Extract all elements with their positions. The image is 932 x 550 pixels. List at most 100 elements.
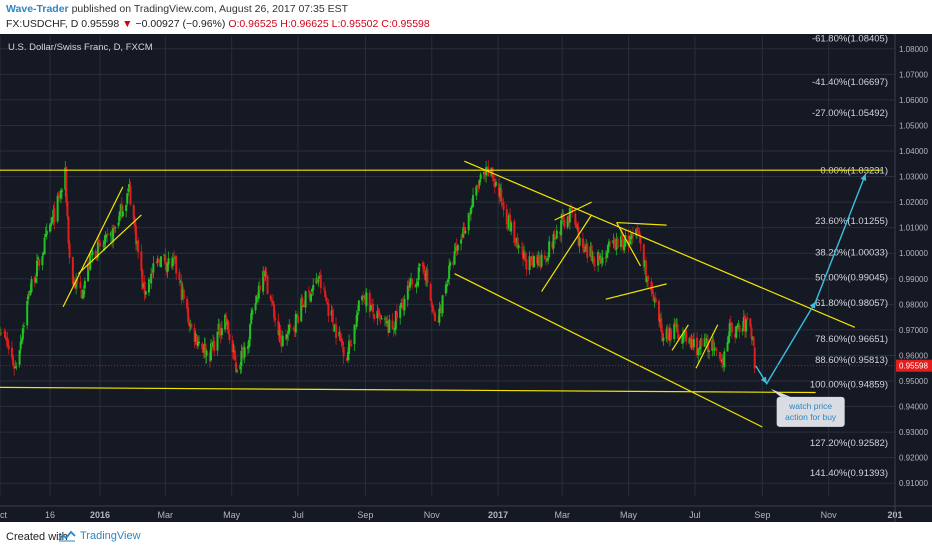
candle-body [166, 263, 169, 273]
candle-body [292, 328, 295, 330]
price-tick-label: 0.95000 [899, 377, 928, 386]
candle-body [723, 351, 726, 368]
candle-body [128, 184, 131, 188]
candle-body [289, 326, 292, 328]
candle-body [407, 284, 410, 287]
candle-body [553, 235, 556, 237]
fib-level-label: 127.20%(0.92582) [810, 438, 888, 449]
fib-level-label: -41.40%(1.06697) [812, 77, 888, 88]
candle-body [637, 230, 640, 233]
callout-text: watch price [788, 401, 832, 411]
candle-body [83, 280, 86, 289]
candle-body [568, 208, 571, 223]
candle-body [331, 309, 334, 323]
candle-body [520, 247, 523, 249]
candle-body [172, 256, 175, 259]
candle-body [68, 243, 71, 258]
candle-body [638, 231, 641, 236]
candle-body [628, 240, 631, 245]
candle-body [574, 213, 577, 225]
candle-body [468, 213, 471, 216]
fib-level-label: 50.00%(0.99045) [815, 273, 888, 284]
candle-body [592, 256, 595, 265]
forecast-arrowhead [809, 301, 816, 309]
candle-body [341, 341, 344, 346]
candle-body [741, 328, 744, 332]
time-tick-label: Mar [158, 510, 174, 520]
candle-body [226, 321, 229, 326]
candle-body [684, 330, 687, 335]
candle-body [188, 321, 191, 326]
candle-body [255, 295, 258, 303]
candle-body [652, 294, 655, 301]
candle-body [240, 350, 243, 367]
candle-body [35, 260, 38, 277]
candle-body [581, 238, 584, 248]
candle-body [81, 296, 84, 298]
candle-body [105, 234, 108, 236]
candle-body [752, 336, 755, 346]
candle-body [30, 279, 33, 292]
ohlc-values: O:0.96525 H:0.96625 L:0.95502 C:0.95598 [228, 18, 430, 30]
candle-body [190, 324, 193, 328]
candle-body [729, 322, 732, 324]
trend-line [454, 273, 763, 428]
price-tick-label: 1.02000 [899, 198, 928, 207]
candle-body [666, 326, 669, 340]
trend-line [554, 201, 592, 221]
candle-body [644, 260, 647, 282]
candle-body [218, 323, 221, 335]
candle-body [612, 240, 615, 244]
candle-body [220, 328, 223, 335]
current-price-tag [896, 359, 932, 372]
candle-body [102, 245, 105, 247]
candle-body [310, 293, 313, 302]
author-link[interactable]: Wave-Trader [6, 3, 69, 15]
candle-body [418, 264, 421, 267]
candle-body [303, 305, 306, 307]
price-chart[interactable]: 1.08000 1.07000 1.06000 1.05000 1.04000 1.030… [0, 34, 932, 522]
callout-box [776, 396, 845, 427]
time-tick-label: 16 [45, 510, 55, 520]
candle-body [660, 317, 663, 332]
candle-body [386, 320, 389, 324]
candle-body [621, 234, 624, 240]
candle-body [540, 254, 543, 267]
candle-body [118, 211, 121, 222]
candle-body [452, 261, 455, 265]
candle-body [498, 183, 501, 197]
candle-body [357, 300, 360, 312]
candle-body [265, 272, 268, 275]
candle-body [216, 331, 219, 351]
candle-body [14, 367, 17, 369]
fib-level-label: -27.00%(1.05492) [812, 108, 888, 119]
candle-body [41, 256, 44, 266]
candle-body [713, 348, 716, 351]
candle-body [697, 349, 700, 356]
candle-body [742, 317, 745, 328]
candle-body [485, 167, 488, 176]
candle-body [219, 333, 222, 336]
candle-body [361, 295, 364, 301]
candle-body [712, 339, 715, 350]
candle-body [391, 320, 394, 329]
candle-body [668, 328, 671, 341]
candle-body [486, 167, 489, 169]
candle-body [269, 295, 272, 300]
candle-body [424, 273, 427, 281]
price-tick-label: 0.96000 [899, 351, 928, 360]
candle-body [552, 234, 555, 249]
chart-panel[interactable]: 1.08000 1.07000 1.06000 1.05000 1.04000 1.030… [0, 34, 932, 522]
candle-body [307, 290, 310, 292]
fib-level-label: 78.60%(0.96651) [815, 334, 888, 345]
candle-body [401, 303, 404, 305]
candle-body [528, 256, 531, 271]
candle-body [56, 195, 59, 222]
candle-body [730, 323, 733, 333]
candle-body [582, 246, 585, 253]
candle-body [175, 256, 178, 274]
tradingview-brand[interactable]: TradingView [80, 530, 141, 542]
candle-body [659, 319, 662, 323]
candle-body [653, 299, 656, 303]
price-tick-label: 1.06000 [899, 96, 928, 105]
